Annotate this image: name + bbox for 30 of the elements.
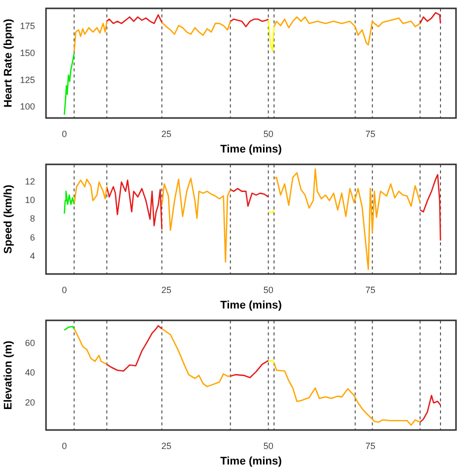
x-tick-label: 25 bbox=[161, 284, 172, 295]
x-tick-label: 75 bbox=[365, 440, 376, 451]
y-tick-label: 100 bbox=[20, 102, 35, 112]
y-tick-label: 60 bbox=[24, 338, 35, 348]
x-tick-label: 0 bbox=[62, 128, 67, 139]
x-axis-title: Time (mins) bbox=[220, 455, 282, 468]
y-tick-label: 40 bbox=[24, 368, 35, 378]
y-tick-label: 4 bbox=[30, 250, 35, 261]
x-tick-label: 0 bbox=[62, 284, 67, 295]
y-tick-label: 175 bbox=[20, 21, 35, 32]
x-tick-label: 25 bbox=[161, 440, 172, 451]
x-axis-title: Time (mins) bbox=[220, 299, 282, 312]
y-tick-label: 20 bbox=[24, 397, 35, 408]
y-axis-title: Elevation (m) bbox=[2, 340, 15, 410]
x-tick-label: 75 bbox=[365, 284, 376, 295]
x-tick-label: 25 bbox=[161, 128, 172, 139]
y-tick-label: 150 bbox=[20, 48, 35, 58]
y-tick-label: 6 bbox=[30, 232, 35, 242]
x-tick-label: 50 bbox=[263, 128, 274, 139]
x-tick-label: 0 bbox=[62, 440, 67, 451]
y-tick-label: 10 bbox=[24, 195, 35, 206]
y-tick-label: 8 bbox=[30, 214, 35, 224]
x-tick-label: 50 bbox=[263, 284, 274, 295]
x-tick-label: 75 bbox=[365, 128, 376, 139]
y-axis-title: Speed (km/h) bbox=[2, 184, 15, 254]
x-axis-title: Time (mins) bbox=[220, 143, 282, 156]
y-tick-label: 12 bbox=[24, 176, 35, 187]
x-tick-label: 50 bbox=[263, 440, 274, 451]
y-tick-label: 125 bbox=[20, 74, 35, 85]
y-axis-title: Heart Rate (bpm) bbox=[2, 18, 15, 108]
